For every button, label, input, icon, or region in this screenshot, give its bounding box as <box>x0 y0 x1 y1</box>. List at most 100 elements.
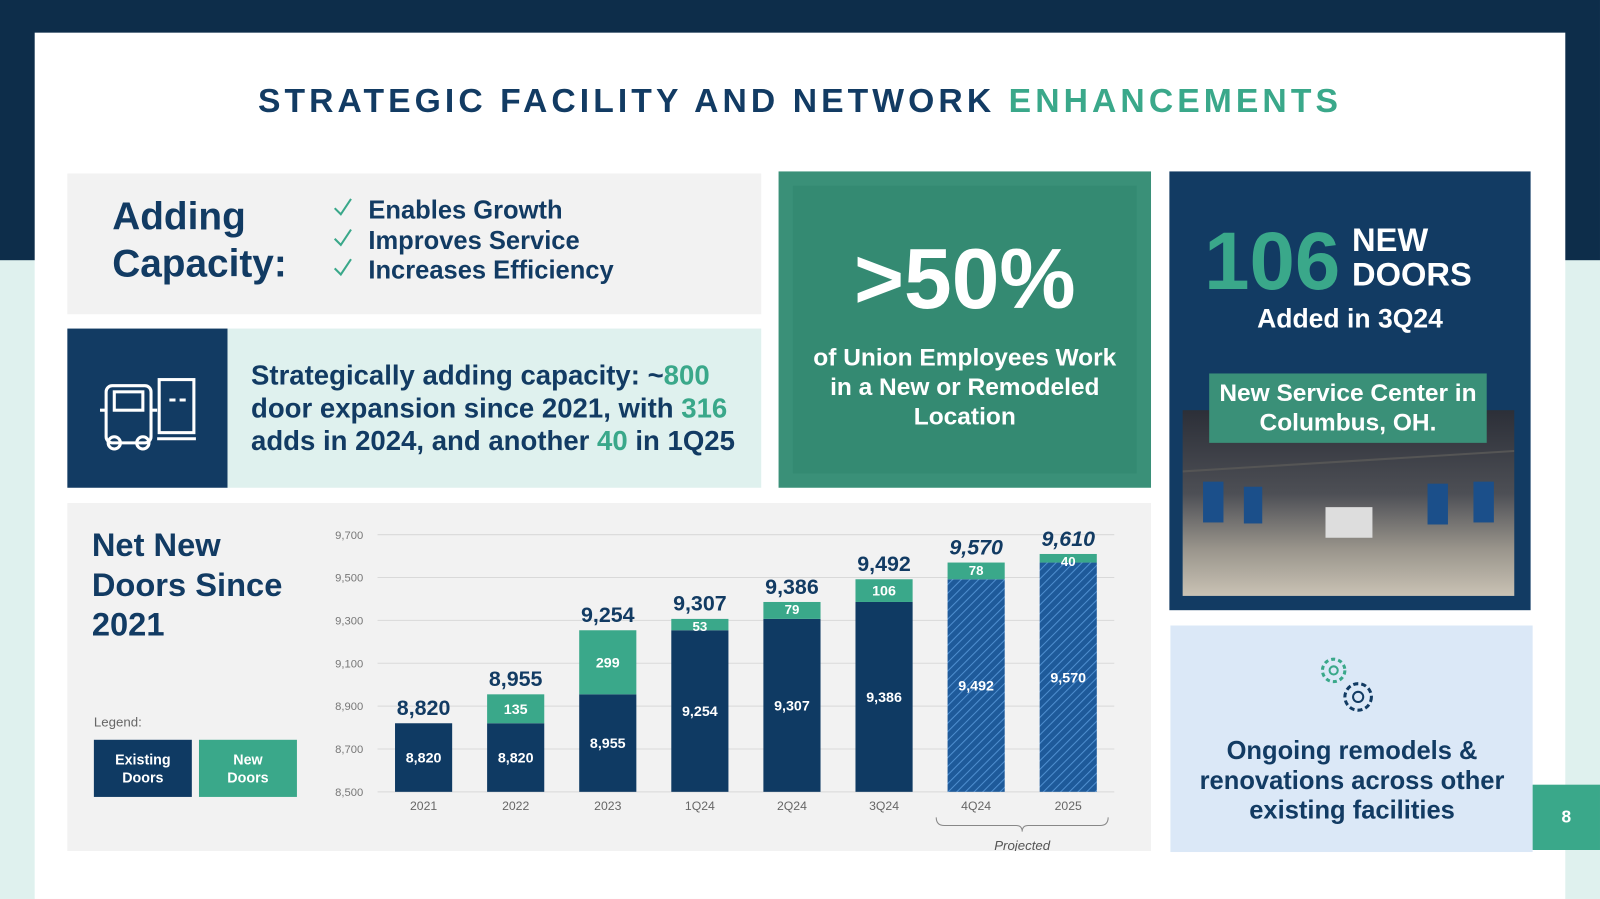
item-text: Increases Efficiency <box>368 256 614 285</box>
union-inner <box>792 185 1137 474</box>
capacity-item: Increases Efficiency <box>332 256 614 286</box>
bar-label: 299 <box>596 655 620 671</box>
bar-segment <box>487 723 545 792</box>
y-tick-label: 8,700 <box>335 744 363 756</box>
icon-box <box>67 328 228 488</box>
doors-caption: New Service Center in Columbus, OH. <box>1209 373 1487 443</box>
y-tick-label: 9,500 <box>335 573 363 585</box>
bar-segment <box>671 630 729 792</box>
title-part: STRATEGIC FACILITY AND NETWORK <box>257 81 996 120</box>
text: in 1Q25 <box>627 425 735 457</box>
bar-label: 9,570 <box>1050 670 1086 686</box>
check <box>333 198 352 216</box>
bar-label: 135 <box>504 702 528 718</box>
legend-entry: New Doors <box>198 739 297 797</box>
x-tick-label: 2021 <box>410 799 437 813</box>
union-text: of Union Employees Work in a New or Remo… <box>813 343 1117 431</box>
bar-label: 9,254 <box>682 704 718 720</box>
bar-segment <box>1039 562 1097 792</box>
x-tick-label: 3Q24 <box>869 799 899 813</box>
page-number: 8 <box>1532 784 1600 850</box>
bar-label: 79 <box>785 602 800 617</box>
x-tick-label: 4Q24 <box>961 799 991 813</box>
total-label: 9,254 <box>581 603 635 627</box>
legend: Existing Doors New Doors <box>93 739 297 797</box>
bar-segment <box>763 618 821 792</box>
bar-segment <box>947 562 1005 580</box>
bar-segment <box>947 579 1005 792</box>
bar-segment <box>487 694 545 724</box>
word: NEW <box>1352 221 1429 259</box>
doors-number: 106 <box>1204 215 1341 307</box>
total-label: 9,386 <box>765 575 819 599</box>
bar-segment <box>579 694 637 792</box>
remodel-panel <box>1170 625 1533 853</box>
y-tick-label: 9,700 <box>335 530 363 542</box>
bar-segment <box>855 601 913 792</box>
bar-label: 78 <box>969 563 984 578</box>
item-text: Improves Service <box>368 226 580 255</box>
x-tick-label: 2022 <box>502 799 529 813</box>
capacity-heading: Adding Capacity: <box>112 195 287 286</box>
x-tick-label: 2025 <box>1055 799 1082 813</box>
total-label: 9,307 <box>673 592 727 616</box>
x-tick-label: 2Q24 <box>777 799 807 813</box>
bar-label: 9,307 <box>774 698 810 714</box>
strategy-text: Strategically adding capacity: ~800 door… <box>251 359 751 457</box>
x-tick-label: 1Q24 <box>685 799 715 813</box>
bar-segment <box>855 579 913 602</box>
chart-title: Net New Doors Since 2021 <box>91 526 283 643</box>
total-label: 9,570 <box>949 535 1003 559</box>
total-label: 9,492 <box>857 552 911 576</box>
text: Strategically adding capacity: ~ <box>251 360 664 391</box>
strategy-panel <box>227 328 762 488</box>
item-text: Enables Growth <box>368 195 563 225</box>
bar-label: 9,386 <box>866 690 902 706</box>
bar-label: 8,955 <box>590 736 626 752</box>
chart: 8,500 8,700 8,900 9,100 9,300 9,500 9,700 2021 8… <box>335 527 1115 851</box>
truck-icon <box>99 378 196 451</box>
slide-title: STRATEGIC FACILITY AND NETWORK ENHANCEME… <box>35 82 1566 121</box>
photo-art <box>1182 449 1515 538</box>
projected-bracket <box>935 817 1109 832</box>
bar-label: 40 <box>1061 554 1076 569</box>
legend-title: Legend: <box>93 714 142 730</box>
capacity-list: Enables Growth Improves Service Increase… <box>332 196 614 286</box>
y-tick-label: 8,900 <box>335 701 363 713</box>
title-part: ENHANCEMENTS <box>1008 81 1343 120</box>
total-label: 9,610 <box>1041 527 1095 551</box>
bar-segment <box>763 601 821 619</box>
y-tick-label: 9,300 <box>335 615 363 627</box>
bar-segment <box>579 630 637 695</box>
total-label: 8,955 <box>489 667 543 691</box>
legend-entry: Existing Doors <box>93 739 192 797</box>
capacity-item: Enables Growth <box>332 196 614 226</box>
highlight: 40 <box>597 425 628 457</box>
projected-label: Projected <box>994 838 1051 851</box>
union-big: >50% <box>853 230 1076 327</box>
x-tick-label: 2023 <box>594 799 621 813</box>
y-tick-label: 9,100 <box>335 658 363 670</box>
text: adds in 2024, and another <box>251 425 598 457</box>
bar-label: 8,820 <box>498 751 534 767</box>
bar-label: 106 <box>872 584 896 600</box>
total-label: 8,820 <box>397 696 451 720</box>
doors-words: NEW DOORS <box>1352 222 1472 291</box>
highlight: 316 <box>681 392 728 424</box>
y-tick-label: 8,500 <box>335 787 363 799</box>
word: DOORS <box>1352 256 1472 293</box>
bar-label: 8,820 <box>406 751 442 767</box>
check <box>333 228 352 246</box>
bar-label: 9,492 <box>958 679 994 695</box>
bar-segment <box>395 723 453 792</box>
bar-segment <box>671 618 729 631</box>
remodel-text: Ongoing remodels & renovations across ot… <box>1199 736 1505 825</box>
check <box>333 258 352 277</box>
doors-subtitle: Added in 3Q24 <box>1257 303 1443 334</box>
highlight: 800 <box>663 360 710 391</box>
capacity-panel <box>67 173 762 315</box>
bar-label: 53 <box>692 619 707 634</box>
capacity-item: Improves Service <box>332 226 614 256</box>
gear-icon <box>1320 657 1373 712</box>
